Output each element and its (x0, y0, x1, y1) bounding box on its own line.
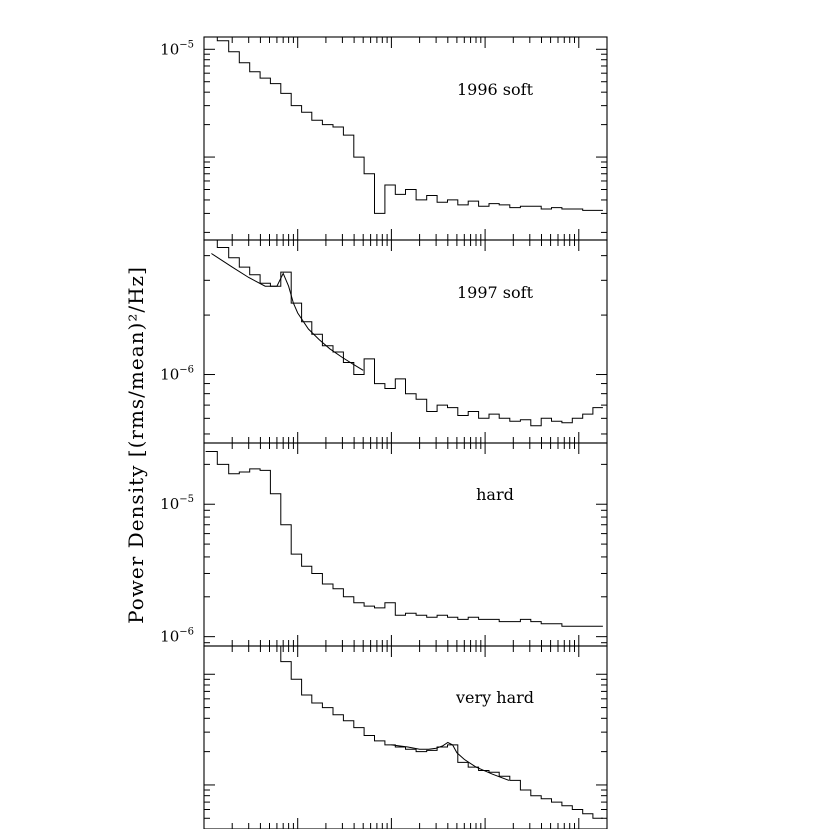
panel-label: 1996 soft (457, 80, 534, 99)
y-tick-label: 10−6 (160, 365, 194, 384)
panel-frame (203, 36, 608, 241)
y-axis-label: Power Density [(rms/mean)²/Hz] (124, 266, 148, 624)
y-tick-label: 10−5 (160, 39, 194, 58)
y-tick-label: 10−5 (160, 494, 194, 513)
power-spectrum-series (205, 36, 603, 214)
fit-curve (391, 741, 510, 781)
power-spectrum-series (205, 239, 603, 427)
panel-frame (203, 239, 608, 444)
panel-1: 10−5 1996 soft (160, 36, 608, 241)
panel-label: hard (476, 485, 514, 504)
power-spectrum-series (270, 645, 603, 819)
panel-4: very hard (203, 645, 608, 829)
fit-curve (211, 253, 364, 371)
panel-2: 10−6 1997 soft (160, 239, 608, 444)
panel-label: 1997 soft (457, 283, 534, 302)
y-tick-label: 10−6 (160, 627, 194, 646)
power-spectrum-series (205, 451, 603, 627)
panels-group: 10−5 1996 soft 10−6 1997 soft 10−5 10−6 hard ve… (160, 36, 608, 829)
panel-label: very hard (455, 688, 534, 707)
panel-3: 10−5 10−6 hard (160, 442, 608, 647)
panel-frame (203, 645, 608, 829)
